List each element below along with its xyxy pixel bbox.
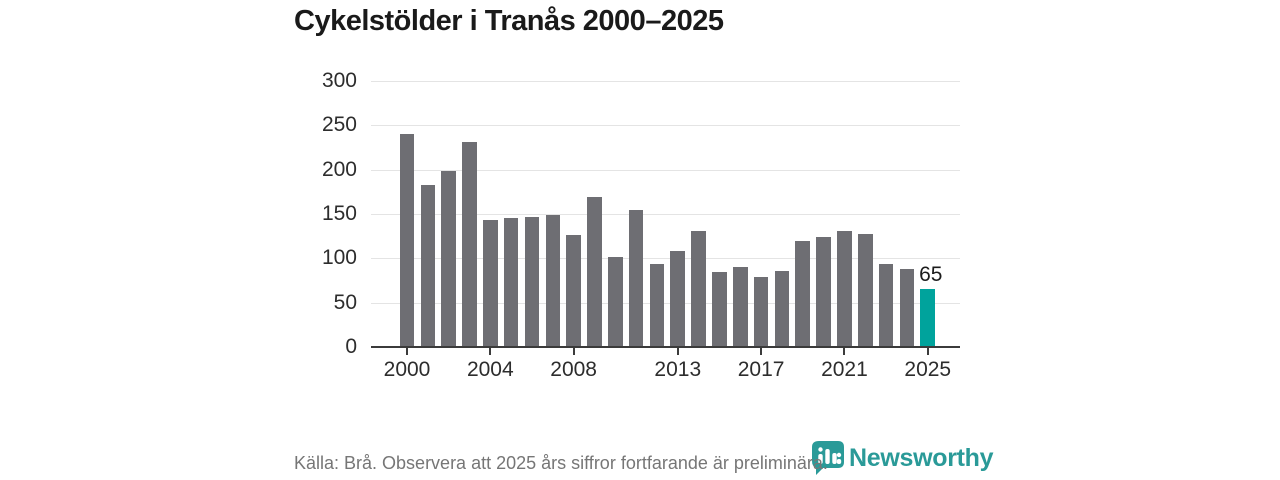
- bar-2005: [503, 217, 519, 347]
- y-axis-tick-label-200: 200: [321, 157, 357, 181]
- gridline-200: [371, 169, 960, 171]
- bar-2016: [732, 267, 748, 347]
- bar-2014: [691, 230, 706, 347]
- bar-2018: [774, 270, 790, 347]
- newsworthy-logo-icon: [812, 441, 844, 475]
- bar-2010: [608, 257, 623, 347]
- y-axis-tick-label-150: 150: [321, 202, 357, 225]
- bar-2024: [899, 268, 915, 347]
- bar-2012: [649, 263, 665, 347]
- bar-value-label-2025: 65: [919, 263, 943, 287]
- x-axis-tick-label-2017: 2017: [737, 358, 785, 381]
- bar-2001: [420, 184, 436, 347]
- x-axis-tick-label-2008: 2008: [550, 358, 597, 381]
- brand-name: Newsworthy: [849, 443, 994, 472]
- bar-2013: [670, 251, 686, 347]
- gridline-50: [371, 302, 960, 304]
- y-axis-tick-label-250: 250: [321, 113, 357, 137]
- bar-2008: [566, 235, 581, 347]
- chart-title: Cykelstölder i Tranås 2000–2025: [294, 5, 724, 37]
- y-axis-tick-label-0: 0: [345, 335, 357, 358]
- bar-2009: [587, 197, 602, 347]
- gridline-250: [371, 125, 960, 127]
- y-axis-tick-label-100: 100: [321, 246, 357, 270]
- x-axis-tick-2000: [406, 348, 408, 355]
- plot-area: [371, 81, 960, 348]
- bar-2023: [878, 263, 894, 347]
- x-axis-tick-2021: [843, 348, 846, 355]
- bar-2000: [399, 134, 415, 347]
- x-axis-tick-label-2021: 2021: [821, 358, 868, 381]
- y-axis-tick-label-50: 50: [333, 290, 357, 314]
- bar-2003: [462, 142, 477, 347]
- x-axis-tick-2025: [926, 348, 929, 355]
- gridline-300: [371, 81, 960, 82]
- gridline-100: [371, 258, 960, 260]
- x-axis-tick-label-2004: 2004: [466, 358, 514, 381]
- bar-2007: [545, 214, 561, 347]
- bar-2025: [920, 289, 936, 347]
- x-axis-tick-label-2000: 2000: [383, 358, 431, 381]
- bar-2017: [753, 276, 769, 347]
- bar-2021: [837, 230, 852, 347]
- gridline-150: [371, 214, 960, 215]
- y-axis-tick-label-300: 300: [321, 69, 357, 92]
- x-axis-tick-2017: [760, 348, 763, 355]
- x-axis-tick-2008: [572, 348, 575, 355]
- x-axis-tick-label-2013: 2013: [654, 358, 702, 381]
- x-axis-tick-2013: [676, 348, 679, 355]
- x-axis-tick-label-2025: 2025: [904, 358, 952, 381]
- newsworthy-logo: Newsworthy: [812, 441, 994, 475]
- bar-2019: [795, 240, 811, 347]
- source-note: Källa: Brå. Observera att 2025 års siffr…: [294, 453, 828, 473]
- x-axis-line: [371, 346, 960, 348]
- bar-2011: [628, 210, 644, 347]
- bar-2006: [524, 216, 540, 347]
- bar-2002: [441, 170, 456, 347]
- x-axis-tick-2004: [489, 348, 492, 355]
- bar-2004: [483, 220, 498, 347]
- bar-2015: [712, 271, 727, 347]
- bar-2022: [857, 233, 873, 347]
- bar-2020: [816, 237, 831, 347]
